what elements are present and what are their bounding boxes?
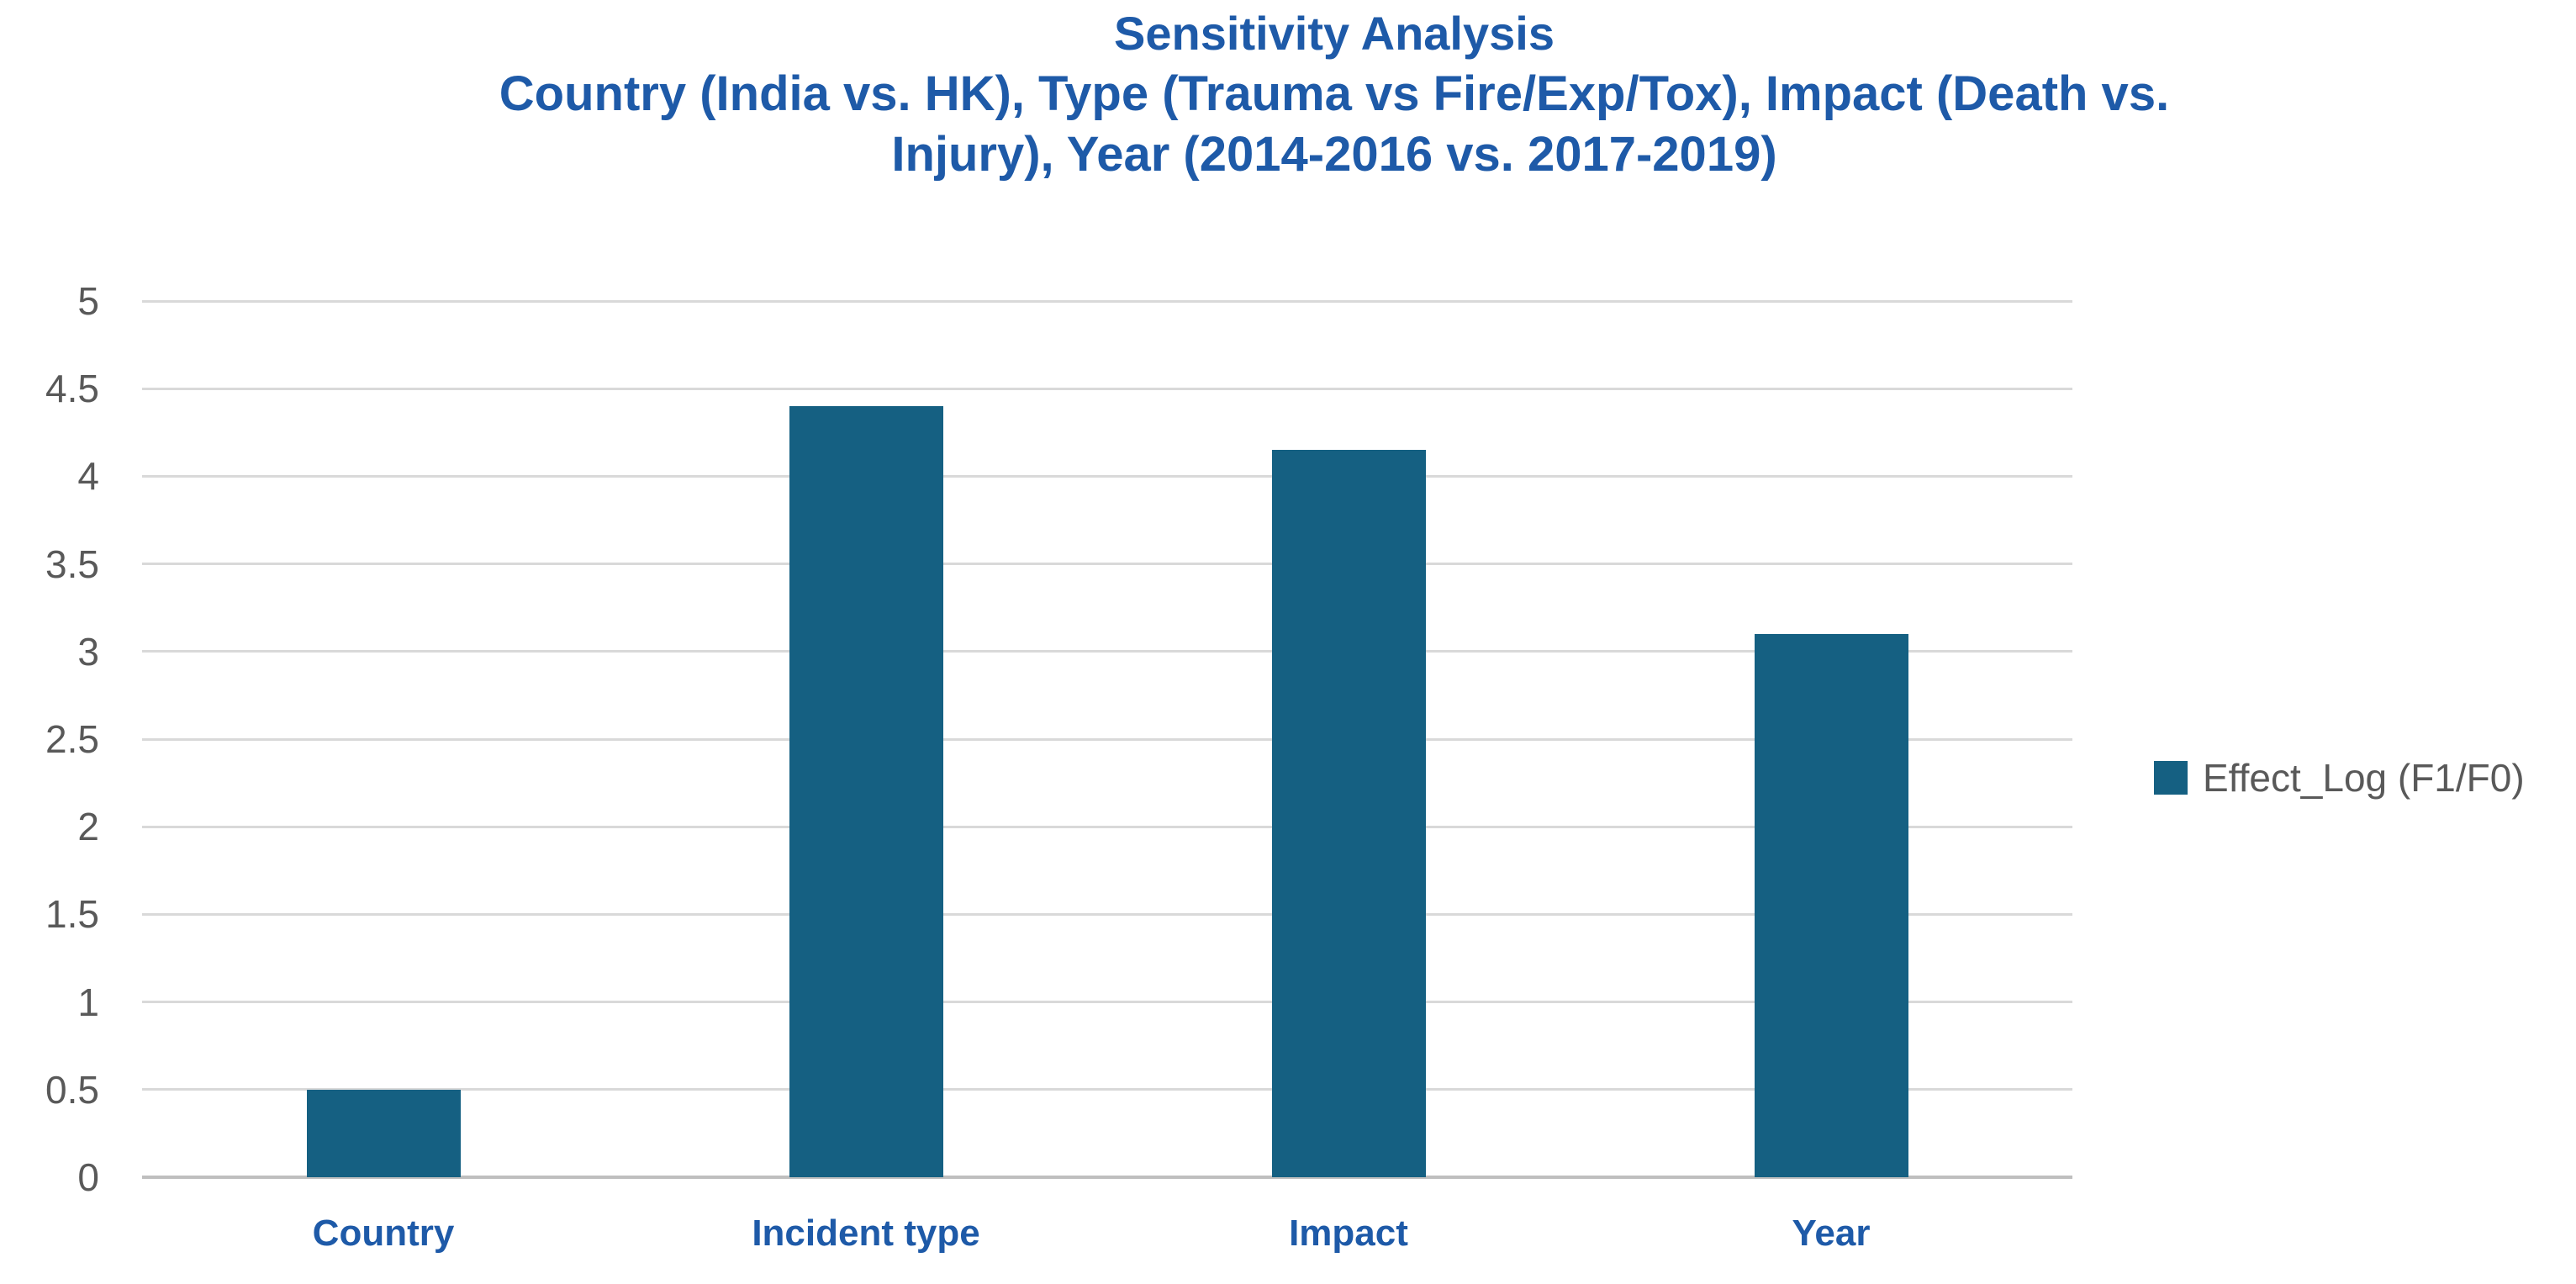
bar-impact	[1271, 450, 1426, 1177]
y-tick-label-4.5: 4.5	[45, 367, 99, 411]
y-tick-label-4: 4	[77, 454, 99, 499]
x-category-label-country: Country	[312, 1213, 455, 1254]
legend-label: Effect_Log (F1/F0)	[2203, 756, 2525, 800]
gridline-y-2.5	[142, 737, 2072, 741]
legend: Effect_Log (F1/F0)	[2154, 751, 2525, 805]
y-tick-label-2.5: 2.5	[45, 717, 99, 761]
y-tick-label-1.5: 1.5	[45, 892, 99, 937]
x-category-label-incident-type: Incident type	[752, 1213, 980, 1254]
gridline-y-4.5	[142, 387, 2072, 390]
gridline-y-3.5	[142, 563, 2072, 566]
gridline-y-5	[142, 299, 2072, 303]
chart-subtitle-line-2: Injury), Year (2014-2016 vs. 2017-2019)	[891, 127, 1777, 182]
y-tick-label-5: 5	[77, 279, 99, 323]
x-category-label-year: Year	[1792, 1213, 1871, 1254]
chart-subtitle-line-1: Country (India vs. HK), Type (Trauma vs …	[499, 66, 2170, 121]
gridline-y-0.5	[142, 1088, 2072, 1091]
y-tick-label-2: 2	[77, 805, 99, 849]
plot-area	[142, 299, 2072, 1179]
chart-title: Sensitivity Analysis	[1114, 7, 1555, 60]
gridline-y-4	[142, 474, 2072, 478]
x-category-label-impact: Impact	[1289, 1213, 1408, 1254]
chart-title-block: Sensitivity Analysis Country (India vs. …	[92, 3, 2576, 185]
y-tick-label-3.5: 3.5	[45, 542, 99, 586]
bar-year	[1754, 633, 1908, 1177]
x-axis-line	[142, 1176, 2072, 1179]
bar-country	[306, 1089, 461, 1177]
legend-swatch-icon	[2154, 761, 2188, 795]
y-tick-label-1: 1	[77, 980, 99, 1024]
y-tick-label-0.5: 0.5	[45, 1067, 99, 1112]
gridline-y-3	[142, 650, 2072, 653]
gridline-y-1.5	[142, 912, 2072, 916]
bar-incident-type	[789, 406, 943, 1177]
y-tick-label-0: 0	[77, 1155, 99, 1199]
y-tick-label-3: 3	[77, 629, 99, 674]
gridline-y-2	[142, 825, 2072, 828]
gridline-y-1	[142, 1001, 2072, 1004]
